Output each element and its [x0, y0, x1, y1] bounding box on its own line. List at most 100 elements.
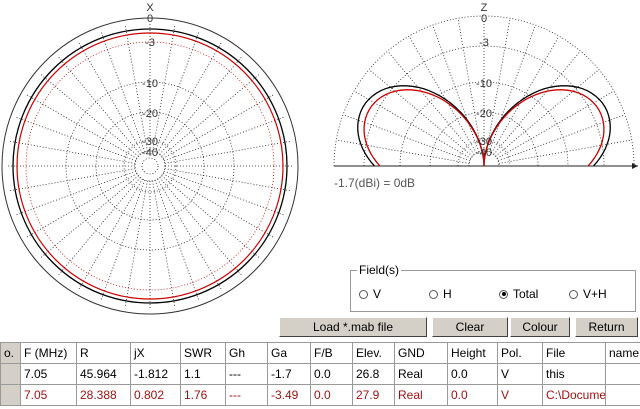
grid-spoke	[77, 41, 143, 154]
grid-spoke	[488, 24, 536, 153]
data-cell: 28.388	[76, 384, 131, 406]
grid-spoke	[152, 180, 176, 308]
grid-spoke	[159, 55, 243, 155]
grid-spoke	[157, 178, 223, 291]
button[interactable]: Clear	[432, 317, 508, 337]
ring-label: 0	[147, 13, 153, 25]
grid-spoke	[495, 69, 600, 157]
row-marker	[0, 384, 21, 406]
grid-spoke	[493, 50, 581, 155]
data-cell: 7.05	[20, 363, 77, 385]
header-cell: Pol.	[497, 342, 543, 364]
data-cell: ---	[225, 384, 268, 406]
grid-spoke	[124, 180, 148, 308]
grid-spoke	[100, 30, 146, 153]
data-cell: V	[497, 384, 543, 406]
ring-label: -40	[476, 147, 492, 159]
data-cell: -1.7	[267, 363, 311, 385]
data-cell: 0.802	[130, 384, 181, 406]
outer-arc	[333, 15, 635, 167]
grid-spoke	[154, 30, 200, 153]
radio-label: V+H	[583, 287, 607, 301]
data-cell: 26.8	[352, 363, 395, 385]
button[interactable]: Load *.mab file	[279, 317, 427, 337]
grid-spoke	[162, 93, 275, 159]
grid-spoke	[164, 140, 292, 164]
ring-label: -3	[479, 37, 489, 49]
header-cell: jX	[130, 342, 181, 364]
data-cell: 45.964	[76, 363, 131, 385]
group-title: Field(s)	[357, 263, 402, 277]
header-cell: File	[542, 342, 606, 364]
ground-arrow	[632, 163, 638, 169]
data-cell: 27.9	[352, 384, 395, 406]
pattern-total	[12, 28, 288, 304]
data-cell: this	[542, 363, 606, 385]
grid-spoke	[14, 170, 137, 216]
name-cell	[605, 384, 640, 406]
field-group: Field(s) V H Total V+H	[350, 263, 636, 312]
grid-spoke	[152, 24, 176, 152]
header-cell: Ga	[267, 342, 311, 364]
pattern-compare	[16, 32, 284, 300]
header-cell: Gh	[225, 342, 268, 364]
ring-label: -3	[145, 37, 155, 49]
header-cell: R	[76, 342, 131, 364]
radio-circle	[499, 289, 508, 299]
ring-label: -20	[476, 108, 492, 120]
radio-option[interactable]: V	[359, 287, 381, 301]
grid-spoke	[14, 116, 137, 162]
radio-circle	[569, 289, 578, 299]
grid-spoke	[161, 73, 261, 157]
data-cell: 0.0	[447, 363, 498, 385]
data-cell: 0.0	[310, 363, 353, 385]
grid-spoke	[100, 179, 146, 302]
grid-ring	[95, 111, 205, 221]
data-cell: Real	[394, 384, 448, 406]
data-cell: C:\Docume	[542, 384, 606, 406]
grid-spoke	[408, 35, 477, 154]
data-cell: 7.05	[20, 384, 77, 406]
radio-circle	[429, 289, 438, 299]
grid-spoke	[8, 140, 136, 164]
header-cell: o.	[0, 342, 21, 364]
grid-spoke	[162, 173, 275, 239]
ring-label: -30	[476, 136, 492, 148]
header-cell: GND	[394, 342, 448, 364]
axis-label: X	[146, 2, 154, 14]
header-cell: F (MHz)	[20, 342, 77, 364]
name-cell	[605, 363, 640, 385]
grid-spoke	[25, 173, 138, 239]
outer-ring	[1, 17, 299, 315]
grid-spoke	[154, 179, 200, 302]
button[interactable]: Return	[575, 317, 638, 337]
data-cell: -1.812	[130, 363, 181, 385]
grid-spoke	[491, 35, 560, 154]
axis-label: Z	[481, 2, 488, 14]
radio-option[interactable]: V+H	[569, 287, 607, 301]
header-cell: Elev.	[352, 342, 395, 364]
grid-spoke	[496, 90, 615, 159]
grid-spoke	[57, 55, 141, 155]
grid-spoke	[8, 168, 136, 192]
grid-spoke	[57, 177, 141, 277]
radio-label: Total	[513, 287, 539, 301]
radio-circle	[359, 289, 368, 299]
radio-option[interactable]: Total	[499, 287, 538, 301]
header-cell: Height	[447, 342, 498, 364]
button[interactable]: Colour	[510, 317, 570, 337]
grid-ring	[141, 157, 159, 175]
header-cell: name	[605, 342, 640, 364]
ring-label: -20	[142, 108, 158, 120]
grid-spoke	[39, 175, 139, 259]
data-row: 7.05 45.964 -1.812 1.1 --- -1.7 0.0 26.8 Real 0.0…	[0, 363, 640, 385]
radio-option[interactable]: H	[429, 287, 452, 301]
header-cell: SWR	[180, 342, 226, 364]
grid-spoke	[342, 114, 471, 162]
data-cell: 0.0	[447, 384, 498, 406]
grid-spoke	[164, 168, 292, 192]
radio-label: V	[373, 287, 382, 301]
